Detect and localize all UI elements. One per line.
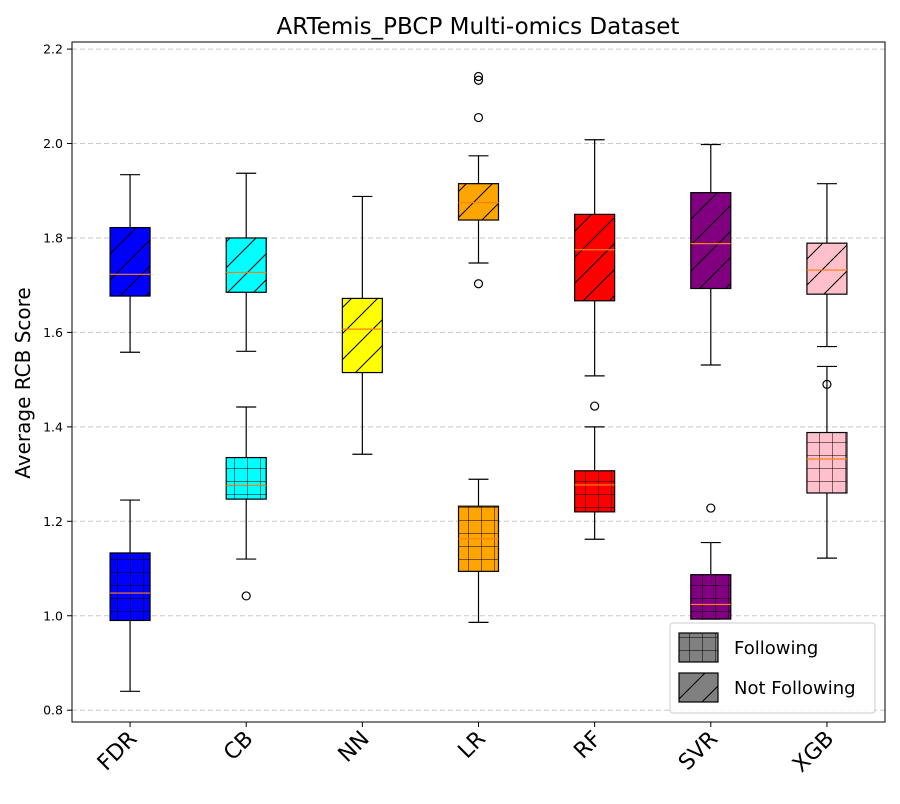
y-tick-label: 1.4	[43, 419, 63, 434]
y-tick-label: 1.8	[43, 230, 63, 245]
box-outline	[109, 226, 151, 297]
box-lr-following	[457, 478, 500, 623]
box-hatch	[574, 214, 615, 301]
box-svr-not-following	[690, 143, 732, 366]
outlier-point	[473, 279, 484, 289]
box-svr-following	[690, 503, 732, 620]
box-outline	[225, 237, 267, 293]
y-axis-label: Average RCB Score	[11, 287, 35, 478]
box-hatch	[110, 552, 151, 621]
box-outline	[806, 431, 848, 494]
box-outline	[225, 456, 267, 500]
box-hatch	[226, 237, 267, 293]
legend-swatch-hatch	[678, 632, 719, 663]
box-cb-following	[225, 406, 267, 601]
outlier-point	[473, 112, 484, 123]
x-tick-label: RF	[569, 727, 606, 764]
box-rf-following	[574, 401, 616, 540]
box-nn-not-following	[341, 195, 383, 455]
box-outline	[341, 297, 383, 374]
box-hatch	[342, 298, 383, 373]
box-outline	[574, 470, 616, 513]
box-hatch	[574, 470, 615, 512]
boxes	[109, 71, 848, 692]
legend-box	[669, 622, 876, 714]
x-tick-label: CB	[219, 727, 258, 766]
y-tick-label: 1.2	[43, 514, 63, 529]
chart-title: ARTemis_PBCP Multi-omics Dataset	[277, 14, 680, 40]
x-tick-label: XGB	[788, 727, 839, 778]
x-tick-label: NN	[334, 727, 375, 768]
box-outline	[690, 192, 732, 290]
box-fdr-not-following	[109, 174, 151, 353]
box-fdr-following	[109, 499, 151, 692]
box-hatch	[806, 432, 847, 493]
legend: Following Not Following	[669, 622, 876, 714]
outlier-point	[241, 591, 251, 601]
outlier-point	[822, 379, 832, 389]
outlier-point	[590, 401, 600, 411]
x-tick-label: SVR	[674, 727, 723, 776]
box-hatch	[458, 183, 499, 221]
box-outline	[109, 552, 151, 622]
box-outline	[574, 213, 616, 302]
box-hatch	[690, 192, 731, 289]
box-outline	[690, 574, 732, 620]
y-tick-label: 1.6	[43, 325, 63, 340]
outlier-point	[473, 75, 484, 85]
legend-label: Following	[734, 638, 818, 659]
box-rf-not-following	[574, 139, 616, 377]
box-outline	[806, 242, 848, 295]
y-tick-label: 1.0	[43, 608, 63, 623]
x-tick-label: LR	[454, 727, 491, 764]
legend-swatch-hatch	[678, 672, 719, 703]
box-hatch	[110, 227, 151, 297]
x-tick-label: FDR	[93, 727, 142, 776]
box-xgb-not-following	[806, 183, 848, 348]
legend-label: Not Following	[734, 678, 856, 699]
y-tick-label: 2.0	[43, 136, 63, 151]
box-hatch	[806, 243, 847, 295]
box-lr-not-following	[457, 71, 500, 289]
box-xgb-following	[806, 365, 848, 559]
outlier-point	[706, 503, 716, 513]
box-hatch	[690, 574, 731, 620]
box-outline	[457, 183, 500, 221]
box-cb-not-following	[225, 172, 267, 352]
y-tick-label: 0.8	[43, 703, 63, 718]
outlier-point	[473, 71, 484, 82]
y-tick-label: 2.2	[43, 42, 63, 57]
box-hatch	[226, 457, 267, 500]
